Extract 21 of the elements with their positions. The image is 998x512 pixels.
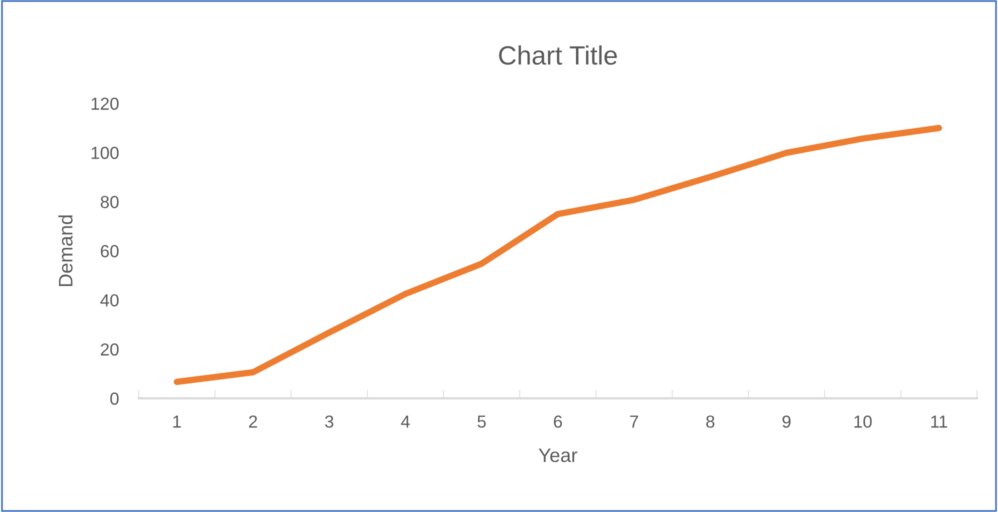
- x-tick-label: 9: [782, 415, 791, 428]
- x-tick-label: 4: [401, 416, 410, 428]
- y-tick-label: 60: [100, 245, 119, 258]
- y-axis-title: Demand: [58, 215, 73, 286]
- chart-title: Chart Title: [499, 45, 617, 65]
- x-tick-label: 6: [554, 415, 562, 428]
- x-axis-title: Year: [538, 448, 578, 462]
- x-tick-label: 5: [478, 416, 486, 428]
- x-tick-label: 11: [931, 416, 948, 428]
- x-tick-label: 2: [249, 415, 257, 428]
- y-tick-label: 40: [100, 294, 119, 306]
- y-tick-label: 100: [92, 146, 119, 160]
- x-tick-label: 3: [325, 415, 334, 428]
- y-tick-label: 0: [110, 392, 119, 405]
- x-tick-label: 8: [706, 415, 714, 428]
- x-tick-label: 7: [630, 416, 638, 428]
- y-tick-label: 80: [100, 196, 119, 208]
- x-tick-label: 1: [173, 416, 181, 428]
- y-tick-label: 20: [100, 343, 119, 356]
- y-tick-label: 120: [92, 98, 119, 110]
- x-tick-label: 10: [854, 415, 872, 428]
